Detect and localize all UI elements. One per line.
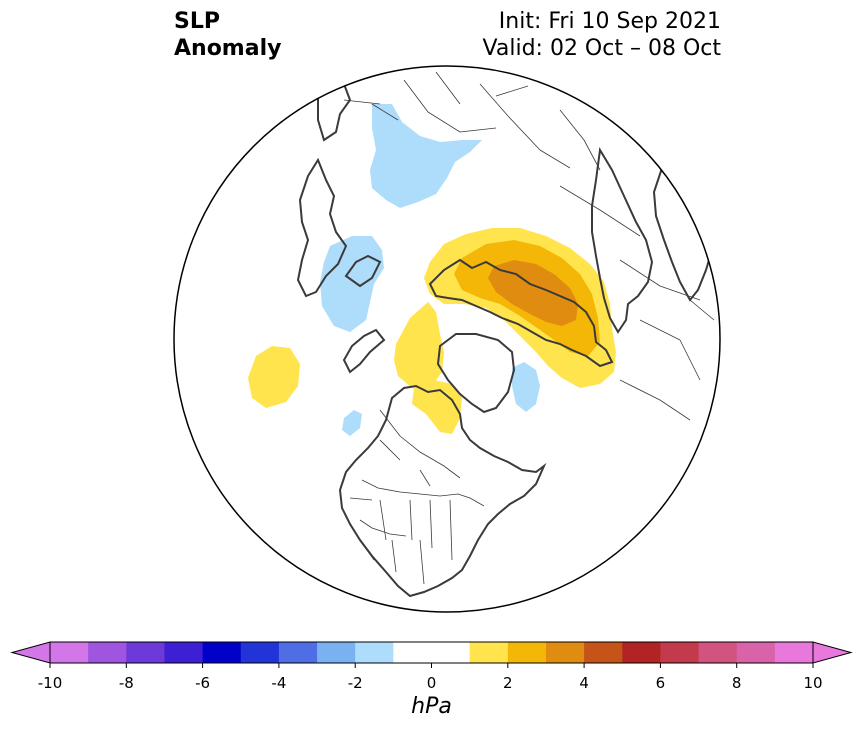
colorbar-segment [355,642,394,663]
colorbar-segment [698,642,738,663]
colorbar-tick-label: 8 [732,674,742,692]
title-line-1: SLP [174,9,220,34]
borders-europe [343,71,601,171]
colorbar-segment [240,642,280,663]
colorbar-segment [622,642,661,663]
positive-anomaly-pacific [248,346,300,408]
negative-anomaly-greenland-east [512,362,540,412]
positive-anomaly-canadian-archipelago [412,380,462,434]
negative-anomaly-atlantic [320,236,384,332]
negative-anomaly-europe [370,104,482,208]
positive-anomaly-arctic [394,302,444,388]
colorbar-tick-label: -6 [195,674,210,692]
colorbar-tick-label: -2 [348,674,363,692]
colorbar-segment [317,642,356,663]
colorbar-segment [507,642,547,663]
colorbar-tick-label: 0 [427,674,437,692]
colorbar-segment [584,642,623,663]
borders-asia [559,185,715,421]
positive-anomaly-siberia-3 [488,260,578,326]
title-line-2: Anomaly [174,36,282,61]
colorbar-segment [164,642,204,663]
map-boundary [173,65,721,613]
borders [343,71,715,585]
colorbar-segment [278,642,318,663]
map-disc [174,66,720,612]
colorbar-tick-label: 6 [656,674,666,692]
colorbar-extend-over [812,641,853,664]
map-title: SLP Anomaly [174,8,281,62]
coastline-alaska [342,328,386,374]
colorbar-segment [774,642,814,663]
colorbar-extend-under [10,641,51,664]
colorbar-tick-label: 4 [579,674,589,692]
colorbar-segment [202,642,242,663]
colorbar: -10 -8 -6 -4 -2 0 2 4 6 8 10 [10,641,853,692]
colorbar-tick-label: -4 [271,674,286,692]
colorbar-segment [469,642,509,663]
forecast-dates: Init: Fri 10 Sep 2021 Valid: 02 Oct – 08… [483,8,721,62]
colorbar-segment [545,642,585,663]
colorbar-segment [50,642,89,663]
colorbar-segment [431,642,471,663]
colorbar-segment [393,642,432,663]
borders-north-america [349,409,485,585]
colorbar-segment [660,642,700,663]
coastline-far-east [591,147,654,334]
colorbar-segment [736,642,776,663]
colorbar-unit: hPa [411,694,452,719]
coastline-scandinavia [296,157,348,298]
colorbar-tick-label: 10 [803,674,822,692]
coastline-greenland [436,333,516,414]
negative-anomaly-hudson [342,410,362,436]
coastline-north-america-arctic [338,384,547,598]
colorbar-tick-label: -8 [119,674,134,692]
valid-range: Valid: 02 Oct – 08 Oct [482,36,721,61]
init-date: Init: Fri 10 Sep 2021 [498,9,721,34]
colorbar-segment [88,642,127,663]
colorbar-tick-label: -10 [38,674,63,692]
colorbar-tick-label: 2 [503,674,513,692]
colorbar-segment [126,642,165,663]
coastline-siberia [428,258,614,368]
